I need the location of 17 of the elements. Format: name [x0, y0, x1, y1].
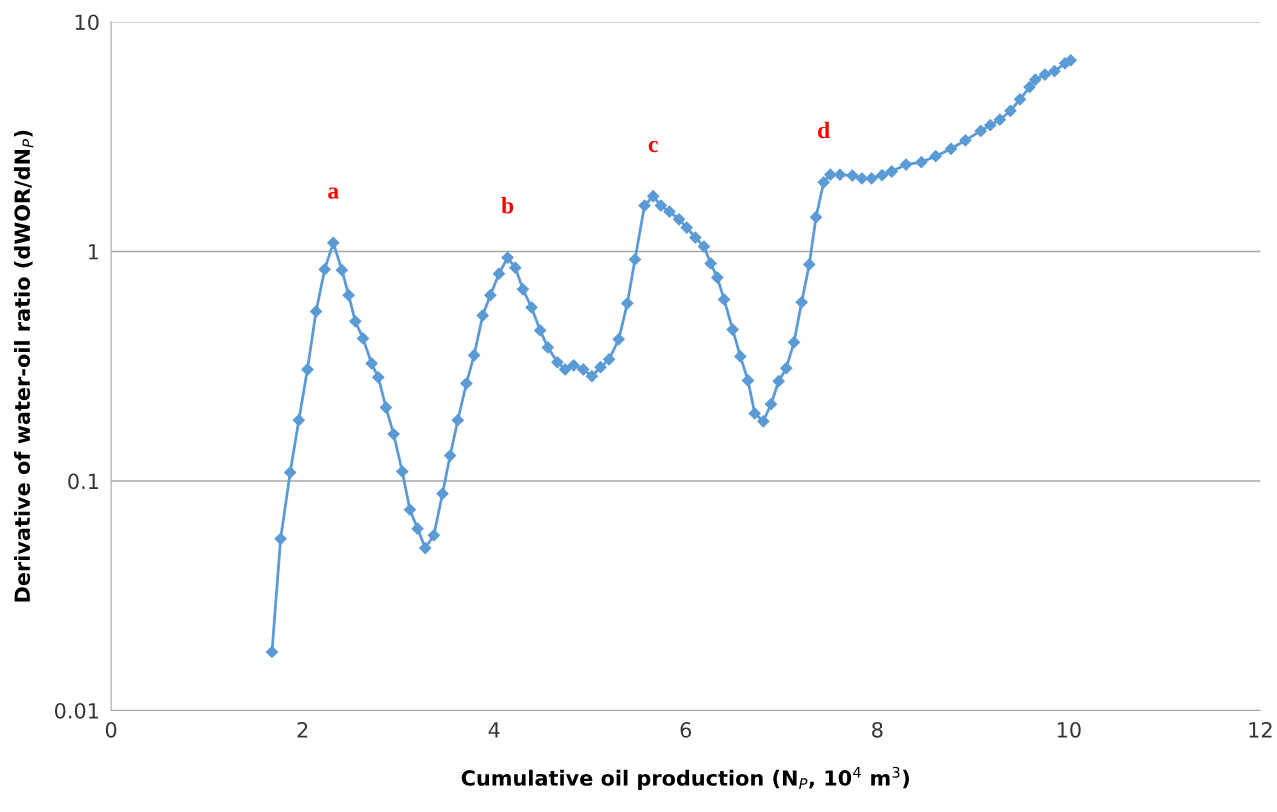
annotation: a	[328, 187, 339, 199]
annotation: d	[818, 121, 830, 139]
annotation: c	[648, 140, 658, 153]
x-axis-title: Cumulative oil production (N$_{P}$, 10$^{4}$ m$^{3}$)	[461, 766, 909, 790]
y-tick-label: 0.1	[68, 473, 99, 490]
x-tick-label: 8	[872, 721, 883, 738]
annotation: b	[501, 196, 514, 214]
y-tick-label: 10	[75, 14, 99, 31]
y-tick-label: 0.01	[54, 702, 99, 719]
x-tick-label: 10	[1057, 721, 1081, 738]
x-tick-label: 12	[1249, 721, 1272, 738]
x-tick-label: 2	[297, 721, 308, 738]
x-tick-label: 6	[680, 721, 692, 738]
y-tick-label: 1	[89, 244, 99, 260]
y-axis-title: Derivative of water-oil ratio (dWOR/dN$_{P}$)	[13, 130, 34, 602]
x-tick-label: 4	[488, 722, 500, 738]
x-tick-label: 0	[105, 721, 117, 738]
